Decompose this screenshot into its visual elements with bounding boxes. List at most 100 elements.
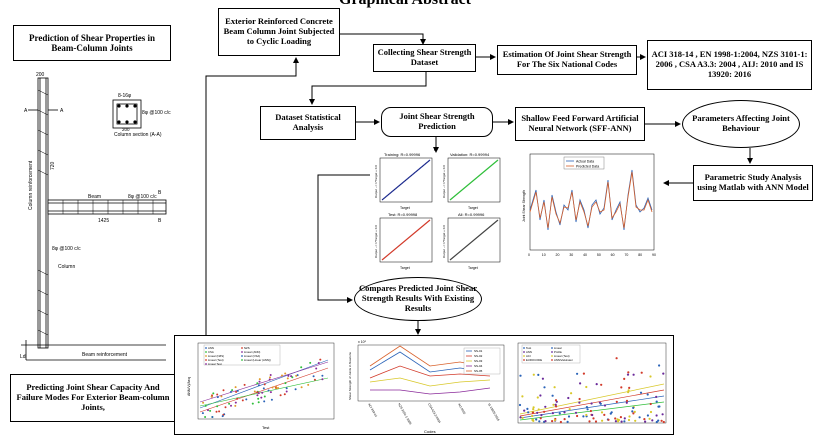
scatter1-legend-label: CSA xyxy=(208,350,214,354)
scatter3-point xyxy=(537,408,540,411)
scatter1-point xyxy=(291,376,294,379)
scatter3-point xyxy=(644,420,647,423)
codes-series-line xyxy=(369,377,491,387)
scatter3-legend-marker xyxy=(523,351,525,353)
scatter3-point xyxy=(532,406,535,409)
box-joint-prediction: Joint Shear Strength Prediction xyxy=(381,107,493,137)
scatter3-legend-marker xyxy=(523,355,525,357)
scatter3-point xyxy=(567,396,570,400)
reg-validation-title: Validation: R=0.99994 xyxy=(450,152,490,157)
scatter3-point xyxy=(649,402,652,406)
codes-legend-label: SS-02 xyxy=(474,354,483,358)
reg-training-title: Training: R=0.99996 xyxy=(384,152,421,157)
scatter3-point xyxy=(566,420,569,423)
scatter3-point xyxy=(567,415,571,418)
line-x-tick: 40 xyxy=(583,253,587,257)
scatter3-point xyxy=(662,372,665,375)
box-parametric-study-text: Parametric Study Analysis using Matlab w… xyxy=(697,172,809,192)
scatter3-point xyxy=(626,373,630,376)
scatter1-legend-marker xyxy=(241,355,243,357)
scatter3-point xyxy=(623,417,626,420)
legend-actual: Actual Data xyxy=(576,160,594,164)
scatter3-point xyxy=(655,414,658,417)
scatter1-point xyxy=(202,401,205,404)
scatter3-legend-label: Profile xyxy=(554,350,562,354)
scatter3-point xyxy=(648,417,651,420)
box-parametric-study: Parametric Study Analysis using Matlab w… xyxy=(693,165,813,201)
reg-test-title: Test: R=0.99998 xyxy=(388,212,418,217)
box-estimation-codes-text: Estimation Of Joint Shear Strength For T… xyxy=(502,49,632,69)
scatter3-legend-marker xyxy=(551,359,553,361)
scatter3-point xyxy=(625,399,629,402)
scatter1-point xyxy=(234,404,237,407)
scatter3-point xyxy=(662,420,665,424)
scatter3-point xyxy=(551,420,554,423)
scatter1-point xyxy=(275,385,277,388)
scatter1-point xyxy=(285,390,288,393)
scatter1-point xyxy=(204,404,207,407)
scatter3-legend-label: ANN/Vaixinator xyxy=(554,358,573,362)
scatter3-point xyxy=(532,408,535,411)
scatter3-point xyxy=(536,396,539,399)
codes-exp: x 10⁵ xyxy=(358,340,367,344)
codes-legend-label: SS-04 xyxy=(474,364,483,368)
reg-target-2: Target xyxy=(468,206,478,210)
scatter1-legend-marker xyxy=(205,359,207,361)
ld-label: Ld xyxy=(20,354,26,360)
box-collecting-dataset-text: Collecting Shear Strength Dataset xyxy=(377,47,472,67)
scatter1-point xyxy=(258,378,261,381)
scatter1-point xyxy=(216,405,219,408)
scatter3-point xyxy=(655,400,658,403)
scatter3-point xyxy=(576,414,579,418)
scatter3-point xyxy=(555,405,558,408)
reg-target-3: Target xyxy=(400,266,410,270)
scatter1-point xyxy=(277,387,279,389)
reg-ylabel-1: Output ~= 1*Target + 0.0 xyxy=(374,165,378,198)
scatter3-point xyxy=(518,403,522,407)
scatter3-legend-marker xyxy=(551,355,553,357)
line-x-tick: 30 xyxy=(569,253,573,257)
scatter3-point xyxy=(554,403,557,406)
scatter1-point xyxy=(315,367,318,370)
line-x-tick: 70 xyxy=(624,253,628,257)
scatter3-point xyxy=(627,391,630,394)
scatter1-point xyxy=(216,396,219,399)
scatter1-point xyxy=(307,383,310,386)
scatter1-point xyxy=(269,376,271,379)
scatter3-point xyxy=(649,375,652,378)
box-sff-ann-text: Shallow Feed Forward Artificial Neural N… xyxy=(521,113,639,133)
codes-category-tick: AIJ-2010 xyxy=(457,403,467,416)
scatter1-point xyxy=(224,406,227,409)
scatter3-point xyxy=(623,420,626,423)
scatter1-point xyxy=(267,389,270,392)
scatter3-point xyxy=(552,403,555,406)
box-compares: Compares Predicted Joint Shear Strength … xyxy=(354,277,482,321)
scatter1-ylabel: ANN/Vj/Aeq xyxy=(187,377,191,396)
scatter3-point xyxy=(553,386,556,389)
scatter1-legend-label: Linear (CSA) xyxy=(244,354,260,358)
column-label: Column xyxy=(58,264,75,270)
box-exterior-joint-text: Exterior Reinforced Concrete Beam Column… xyxy=(223,16,335,46)
scatter1-point xyxy=(317,362,320,364)
box-codes-list: ACI 318-14 , EN 1998-1:2004, NZS 3101-1:… xyxy=(647,40,812,90)
scatter3-point xyxy=(558,412,561,415)
scatter1-point xyxy=(309,361,312,364)
scatter1-point xyxy=(236,397,239,400)
codes-category-tick: NZS 3101-1-2006 xyxy=(397,403,413,426)
box-compares-text: Compares Predicted Joint Shear Strength … xyxy=(359,283,477,313)
scatter1-point xyxy=(300,386,303,389)
dim-200-top: 200 xyxy=(36,72,45,78)
codes-series-line xyxy=(369,365,491,379)
scatter1-point xyxy=(222,389,225,392)
label-b-top: B xyxy=(158,190,162,196)
reg-target-1: Target xyxy=(400,206,410,210)
scatter1-point xyxy=(279,394,282,397)
scatter1-point xyxy=(257,384,260,387)
box-codes-list-text: ACI 318-14 , EN 1998-1:2004, NZS 3101-1:… xyxy=(651,49,808,79)
reg-ylabel-3: Output ~= 1*Target + 0.0 xyxy=(374,225,378,258)
codes-series-line xyxy=(370,387,491,395)
scatter1-point xyxy=(260,396,263,399)
scatter1-point xyxy=(263,400,266,403)
scatter3-point xyxy=(615,357,618,360)
scatter3-point xyxy=(519,416,522,419)
